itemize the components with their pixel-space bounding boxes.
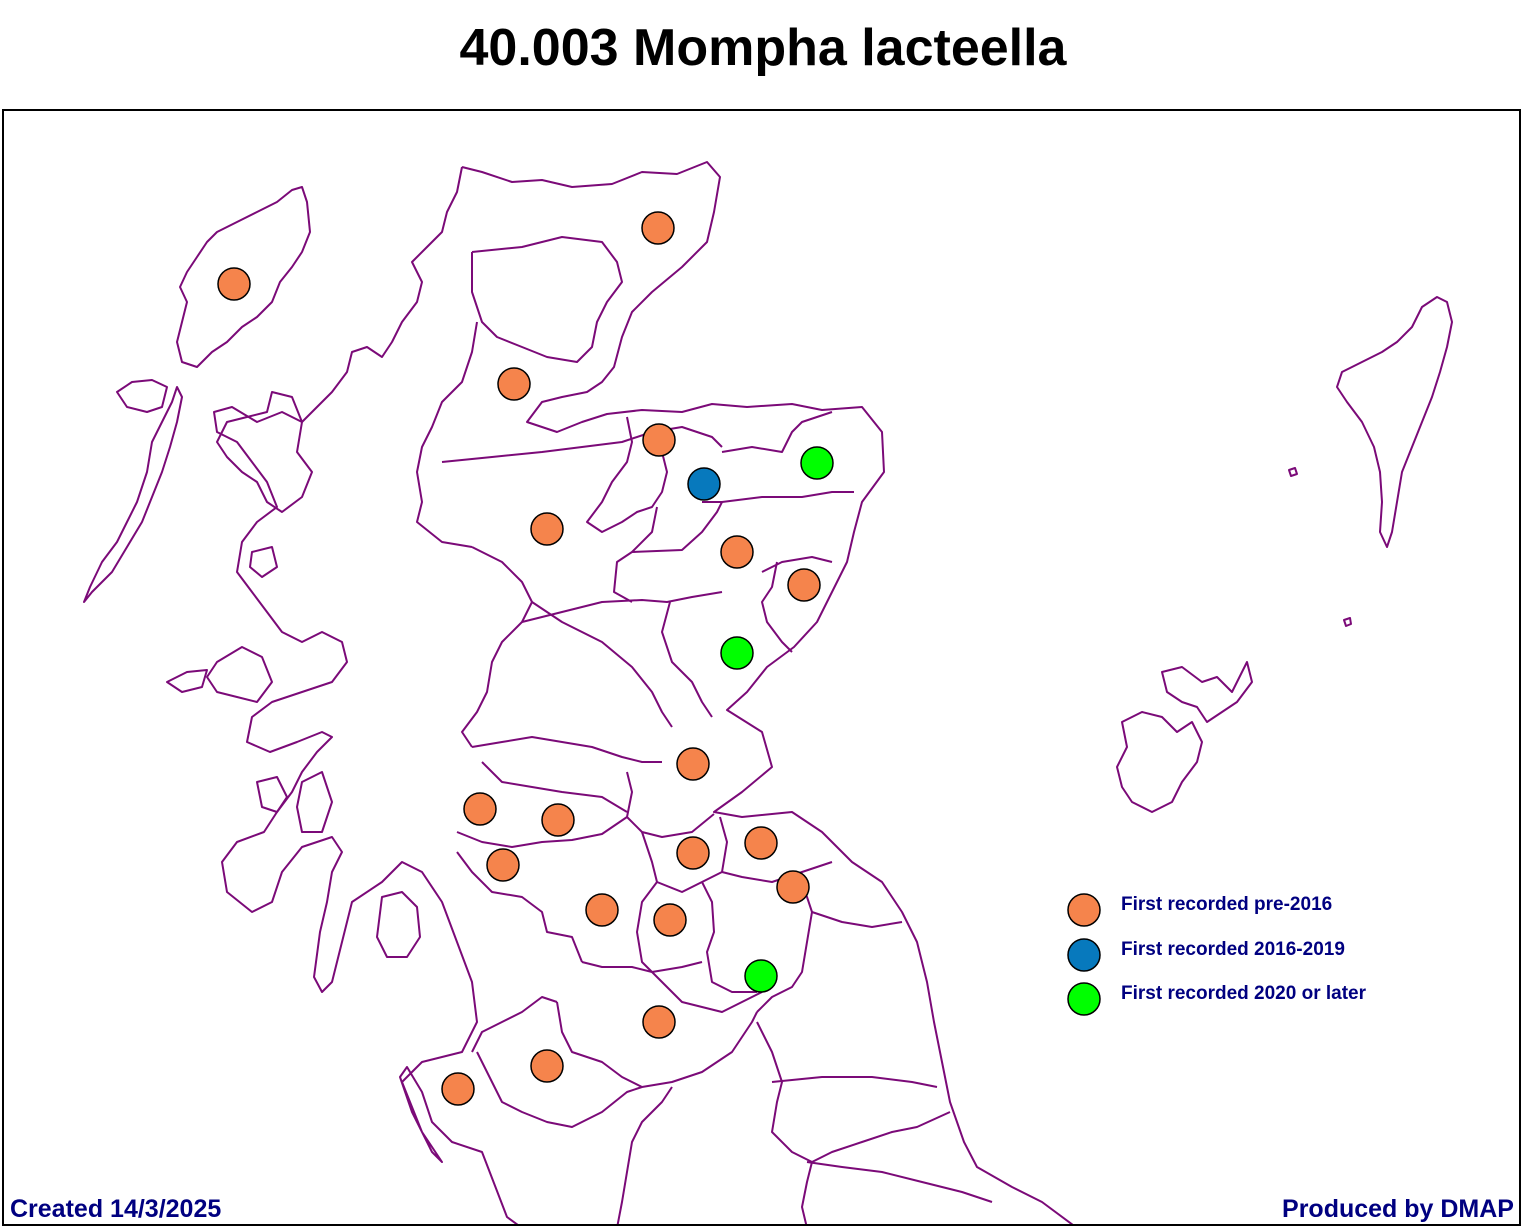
vc-boundary bbox=[416, 321, 478, 548]
map-frame bbox=[2, 109, 1521, 1226]
island-coll bbox=[166, 669, 208, 693]
vc-boundary bbox=[581, 961, 763, 1013]
vc-boundary bbox=[701, 881, 757, 993]
record-dots bbox=[217, 211, 834, 1106]
legend-swatch-pre-2016 bbox=[1067, 893, 1101, 927]
island-mull bbox=[206, 646, 273, 703]
created-date: Created 14/3/2025 bbox=[10, 1195, 222, 1223]
record-dot-y2020-later bbox=[720, 636, 754, 670]
vc-boundary bbox=[616, 1086, 673, 1224]
outer-hebrides bbox=[176, 186, 311, 368]
vc-boundary bbox=[461, 546, 533, 748]
record-dot-pre-2016 bbox=[642, 423, 676, 457]
vc-boundary bbox=[756, 881, 813, 1013]
vc-boundary bbox=[531, 601, 673, 728]
map-title: 40.003 Mompha lacteella bbox=[459, 19, 1067, 77]
island-arran bbox=[376, 891, 421, 958]
scotland-vc-map bbox=[83, 161, 1453, 1224]
record-dot-pre-2016 bbox=[217, 267, 251, 301]
record-dot-pre-2016 bbox=[720, 535, 754, 569]
vc-boundary bbox=[811, 911, 903, 928]
record-dot-pre-2016 bbox=[641, 211, 675, 245]
vc-boundary bbox=[626, 771, 715, 838]
orkney bbox=[1116, 711, 1203, 813]
outer-hebrides-mid bbox=[116, 379, 168, 413]
record-dot-pre-2016 bbox=[441, 1072, 475, 1106]
vice-county-boundaries bbox=[83, 161, 1453, 1224]
record-dot-pre-2016 bbox=[497, 367, 531, 401]
record-dot-pre-2016 bbox=[776, 870, 810, 904]
vc-boundary bbox=[661, 601, 713, 718]
vc-boundary bbox=[721, 861, 833, 883]
legend-label-pre-2016: First recorded pre-2016 bbox=[1121, 894, 1333, 915]
legend-label-2020-later: First recorded 2020 or later bbox=[1121, 983, 1366, 1004]
vc-boundary bbox=[456, 816, 628, 848]
record-dot-y2016-2019 bbox=[687, 467, 721, 501]
legend-label-2016-2019: First recorded 2016-2019 bbox=[1121, 939, 1345, 960]
vc-boundary bbox=[806, 1161, 993, 1203]
record-dot-pre-2016 bbox=[530, 1049, 564, 1083]
vc-boundary bbox=[756, 1021, 951, 1163]
record-dot-pre-2016 bbox=[585, 893, 619, 927]
vc-boundary bbox=[636, 881, 703, 973]
produced-by: Produced by DMAP bbox=[1282, 1195, 1514, 1223]
record-dot-pre-2016 bbox=[744, 826, 778, 860]
record-dot-pre-2016 bbox=[463, 792, 497, 826]
vc-boundary bbox=[801, 1161, 813, 1224]
mainland-coastline bbox=[461, 161, 1074, 1224]
island-jura bbox=[296, 771, 333, 833]
vc-boundary bbox=[456, 851, 583, 963]
legend-swatch-y2016-2019 bbox=[1067, 938, 1101, 972]
vc-boundary bbox=[471, 236, 623, 363]
record-dot-pre-2016 bbox=[642, 1005, 676, 1039]
legend-swatches bbox=[1067, 893, 1101, 1016]
record-dot-pre-2016 bbox=[530, 512, 564, 546]
vc-boundary bbox=[471, 736, 662, 763]
vc-boundary bbox=[641, 816, 728, 893]
vc-boundary bbox=[721, 411, 833, 453]
record-dot-pre-2016 bbox=[653, 903, 687, 937]
record-dot-pre-2016 bbox=[541, 803, 575, 837]
shetland bbox=[1336, 296, 1453, 548]
island-islay bbox=[256, 776, 288, 813]
vc-boundary bbox=[702, 491, 854, 503]
orkney-north bbox=[1161, 661, 1253, 723]
outer-hebrides-south bbox=[83, 386, 183, 603]
vc-boundary bbox=[476, 1051, 643, 1128]
record-dot-y2020-later bbox=[744, 959, 778, 993]
island-skye bbox=[216, 391, 313, 513]
legend-swatch-y2020-later bbox=[1067, 982, 1101, 1016]
west-coastline bbox=[213, 166, 519, 1224]
vc-boundary bbox=[613, 506, 658, 603]
vc-boundary bbox=[441, 426, 723, 463]
fair-isle bbox=[1288, 467, 1298, 477]
island-rum bbox=[249, 546, 278, 578]
vc-boundary bbox=[761, 556, 833, 573]
record-dot-y2020-later bbox=[800, 446, 834, 480]
vc-boundary bbox=[586, 416, 673, 533]
vc-boundary bbox=[771, 1076, 938, 1088]
record-dot-pre-2016 bbox=[486, 848, 520, 882]
foula bbox=[1343, 617, 1352, 627]
vc-boundary bbox=[631, 501, 723, 553]
record-dot-pre-2016 bbox=[787, 568, 821, 602]
vc-boundary bbox=[521, 591, 723, 623]
vc-boundary bbox=[761, 561, 793, 653]
record-dot-pre-2016 bbox=[676, 836, 710, 870]
vc-boundary bbox=[471, 996, 558, 1053]
vc-boundary bbox=[481, 761, 628, 813]
record-dot-pre-2016 bbox=[676, 747, 710, 781]
